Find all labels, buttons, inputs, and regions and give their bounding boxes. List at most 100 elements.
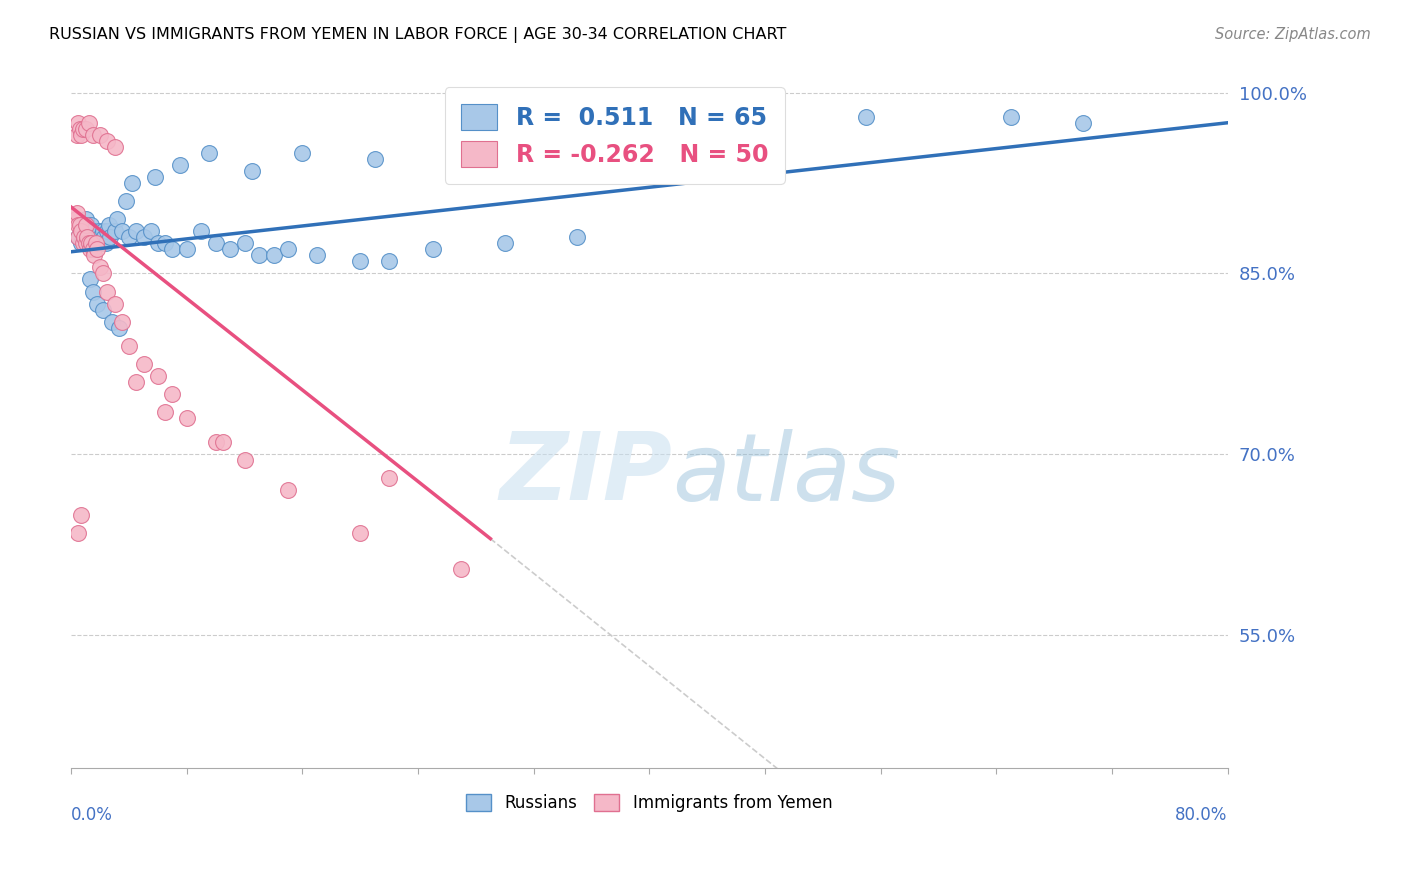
Point [118, 230, 141, 244]
Point [76, 219, 98, 233]
Point [82, 128, 104, 142]
Point [212, 435, 235, 450]
Point [277, 483, 299, 498]
Point [104, 296, 127, 310]
Point [305, 248, 328, 262]
Point [89, 260, 111, 275]
Point [108, 320, 131, 334]
Point [104, 224, 127, 238]
Point [111, 224, 134, 238]
Point [219, 243, 242, 257]
Point [72, 236, 94, 251]
Point [176, 411, 198, 425]
Point [72, 224, 94, 238]
Point [84, 230, 107, 244]
Point [162, 387, 184, 401]
Point [73, 219, 96, 233]
Point [86, 243, 108, 257]
Point [77, 116, 100, 130]
Point [79, 224, 101, 238]
Point [79, 243, 101, 257]
Point [96, 285, 118, 299]
Point [70, 224, 93, 238]
Point [450, 562, 472, 576]
Point [422, 243, 444, 257]
Point [97, 219, 120, 233]
Point [67, 219, 90, 233]
Point [94, 236, 117, 251]
Point [146, 368, 169, 383]
Point [143, 169, 166, 184]
Point [204, 236, 226, 251]
Point [72, 121, 94, 136]
Point [176, 243, 198, 257]
Point [378, 471, 401, 485]
Point [153, 236, 176, 251]
Point [86, 236, 108, 251]
Text: 0.0%: 0.0% [72, 806, 112, 824]
Point [75, 219, 97, 233]
Legend: Russians, Immigrants from Yemen: Russians, Immigrants from Yemen [460, 788, 839, 819]
Point [132, 357, 155, 371]
Point [69, 121, 91, 136]
Point [89, 128, 111, 142]
Point [91, 302, 114, 317]
Point [118, 339, 141, 353]
Point [291, 145, 314, 160]
Point [169, 158, 191, 172]
Point [91, 224, 114, 238]
Point [855, 110, 877, 124]
Point [80, 236, 103, 251]
Point [364, 152, 387, 166]
Point [67, 116, 90, 130]
Point [153, 405, 176, 419]
Point [75, 121, 97, 136]
Point [69, 219, 91, 233]
Point [70, 236, 93, 251]
Point [132, 230, 155, 244]
Point [82, 285, 104, 299]
Point [146, 236, 169, 251]
Point [70, 508, 93, 522]
Point [125, 224, 148, 238]
Point [100, 315, 122, 329]
Point [96, 224, 118, 238]
Point [107, 212, 129, 227]
Point [349, 525, 371, 540]
Point [66, 128, 89, 142]
Text: atlas: atlas [672, 428, 901, 519]
Point [67, 230, 90, 244]
Point [204, 435, 226, 450]
Point [139, 224, 162, 238]
Point [77, 236, 100, 251]
Point [247, 248, 270, 262]
Point [378, 254, 401, 268]
Point [121, 176, 143, 190]
Point [111, 315, 134, 329]
Point [96, 134, 118, 148]
Point [233, 236, 256, 251]
Point [565, 230, 588, 244]
Point [76, 230, 98, 244]
Point [67, 230, 90, 244]
Point [83, 236, 105, 251]
Point [75, 236, 97, 251]
Point [70, 128, 93, 142]
Point [710, 103, 733, 118]
Point [65, 212, 87, 227]
Point [494, 236, 516, 251]
Point [233, 453, 256, 467]
Point [86, 296, 108, 310]
Point [67, 525, 90, 540]
Point [1000, 110, 1022, 124]
Point [79, 272, 101, 286]
Point [90, 236, 112, 251]
Point [82, 224, 104, 238]
Point [125, 375, 148, 389]
Point [1071, 116, 1094, 130]
Point [89, 230, 111, 244]
Point [349, 254, 371, 268]
Point [197, 145, 219, 160]
Text: ZIP: ZIP [499, 428, 672, 520]
Point [93, 230, 115, 244]
